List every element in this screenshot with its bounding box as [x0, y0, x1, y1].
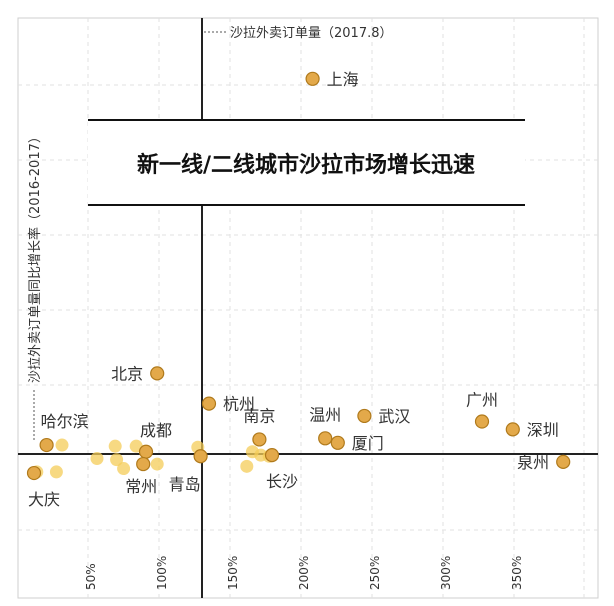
data-point-unlabeled	[108, 439, 122, 453]
point-label: 大庆	[28, 490, 60, 509]
point-label: 广州	[466, 391, 498, 410]
data-point	[305, 71, 320, 86]
data-point-unlabeled	[55, 438, 69, 452]
data-point	[150, 366, 165, 381]
data-point	[505, 422, 520, 437]
point-label: 厦门	[352, 434, 384, 453]
title-box: 新一线/二线城市沙拉市场增长迅速	[88, 119, 525, 206]
data-point	[201, 396, 217, 411]
data-point	[39, 437, 54, 453]
x-tick-label: 250%	[368, 556, 382, 590]
point-label: 杭州	[223, 395, 255, 414]
x-tick-label: 50%	[84, 563, 98, 590]
data-point	[26, 465, 42, 481]
data-point	[193, 449, 208, 464]
grid-lines	[17, 17, 599, 599]
point-label: 成都	[140, 421, 172, 440]
data-point	[138, 444, 154, 459]
point-label: 北京	[111, 364, 143, 383]
x-axis-label: 沙拉外卖订单量（2017.8）	[230, 26, 393, 41]
data-point-unlabeled	[150, 457, 164, 471]
x-tick-label: 350%	[510, 556, 524, 590]
x-tick-label: 150%	[226, 556, 240, 590]
data-point	[330, 435, 345, 450]
data-point	[318, 431, 333, 446]
data-point-unlabeled	[110, 453, 124, 467]
point-label: 长沙	[266, 472, 298, 491]
data-point	[474, 414, 490, 429]
point-label: 上海	[327, 70, 359, 89]
data-points	[26, 71, 571, 481]
point-label: 深圳	[527, 420, 559, 439]
data-point-unlabeled	[117, 462, 131, 476]
point-label: 武汉	[378, 407, 410, 426]
data-point	[252, 432, 267, 447]
data-point-unlabeled	[49, 465, 63, 479]
data-point	[136, 456, 151, 472]
chart-title: 新一线/二线城市沙拉市场增长迅速	[137, 152, 475, 178]
point-label: 青岛	[169, 475, 201, 494]
point-label: 常州	[125, 477, 157, 496]
point-label: 哈尔滨	[41, 412, 89, 431]
x-tick-label: 100%	[155, 556, 169, 590]
title-background	[88, 120, 525, 206]
data-point-unlabeled	[90, 451, 104, 465]
y-axis-label: 沙拉外卖订单量同比增长率（2016-2017）	[27, 130, 43, 383]
point-label: 南京	[243, 406, 275, 425]
point-label: 泉州	[517, 453, 549, 472]
plot-frame	[17, 17, 599, 599]
data-point	[357, 408, 372, 424]
data-point	[556, 454, 571, 469]
axes: 沙拉外卖订单量（2017.8） 沙拉外卖订单量同比增长率（2016-2017） 50…	[18, 18, 598, 598]
data-point	[264, 448, 280, 463]
data-point-unlabeled	[240, 459, 254, 473]
x-tick-label: 300%	[439, 556, 453, 590]
point-label: 温州	[309, 405, 341, 424]
x-tick-label: 200%	[297, 556, 311, 590]
